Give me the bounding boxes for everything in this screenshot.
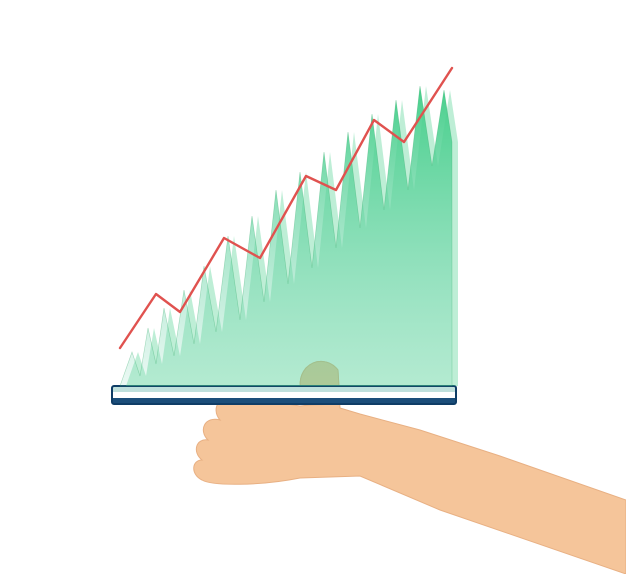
growth-chart-illustration [0,0,626,574]
tablet-layer [112,392,456,398]
growth-chart [120,68,458,386]
illustration-stage [0,0,626,574]
tablet-device [112,386,456,404]
